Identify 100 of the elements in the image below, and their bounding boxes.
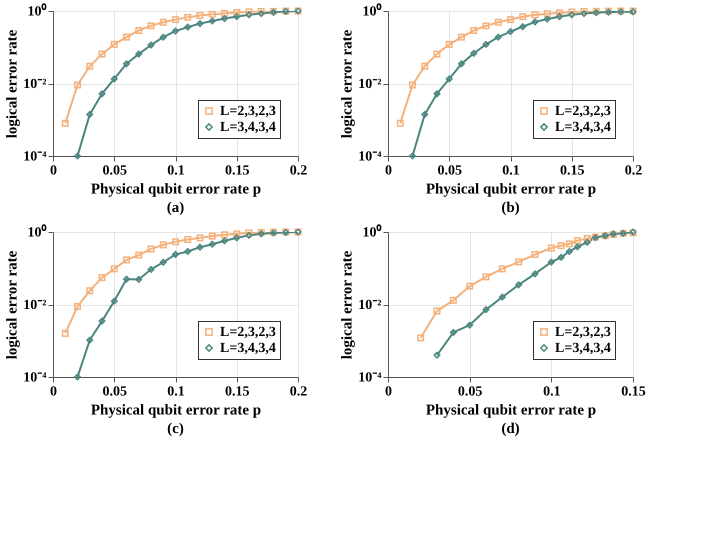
point xyxy=(458,34,465,41)
y-tick-label: 10⁻⁴ xyxy=(23,370,48,386)
point xyxy=(246,232,252,239)
point xyxy=(498,265,506,272)
point xyxy=(74,374,81,380)
point xyxy=(74,81,81,88)
legend-label: L=2,3,2,3 xyxy=(555,325,611,340)
y-axis-title: logical error rate xyxy=(4,250,20,360)
point xyxy=(556,13,563,20)
point xyxy=(446,75,453,82)
point xyxy=(580,8,588,15)
x-tick-label: 0.1 xyxy=(167,164,185,178)
point xyxy=(532,270,538,278)
point xyxy=(98,318,106,325)
point xyxy=(86,287,94,294)
point xyxy=(584,235,591,242)
point xyxy=(482,22,490,30)
legend-label: L=3,4,3,4 xyxy=(555,341,611,356)
y-tick-label: 10⁻² xyxy=(23,77,46,92)
point xyxy=(98,90,106,98)
point xyxy=(172,16,179,24)
legend-label: L=2,3,2,3 xyxy=(220,325,276,340)
point xyxy=(498,294,506,301)
point xyxy=(434,352,440,359)
point xyxy=(574,243,581,250)
point xyxy=(62,330,69,337)
x-tick-label: 0.15 xyxy=(560,164,584,178)
text: (a) xyxy=(166,200,184,216)
point xyxy=(558,254,565,261)
x-tick-label: 0.1 xyxy=(502,164,520,178)
point xyxy=(258,8,265,15)
x-tick-label: 0 xyxy=(385,164,392,178)
y-tick-label: 10⁰ xyxy=(362,224,382,240)
x-tick-label: 0.05 xyxy=(458,384,482,400)
point xyxy=(98,50,106,58)
point xyxy=(123,256,130,264)
point xyxy=(532,250,538,258)
point xyxy=(184,14,192,21)
point xyxy=(519,23,526,30)
point xyxy=(556,9,563,16)
point xyxy=(568,8,576,16)
point xyxy=(135,276,142,283)
point xyxy=(148,22,154,30)
point xyxy=(566,248,573,255)
point xyxy=(482,40,490,48)
point xyxy=(74,152,81,160)
point xyxy=(446,40,453,48)
point xyxy=(123,60,130,68)
point xyxy=(233,230,240,238)
point xyxy=(450,328,457,336)
point xyxy=(208,240,216,248)
y-tick-label: 10⁻⁴ xyxy=(358,370,382,386)
point xyxy=(221,15,228,22)
point xyxy=(532,18,538,26)
point xyxy=(409,152,416,160)
point xyxy=(421,110,428,118)
point xyxy=(184,24,192,31)
x-tick-label: 0.05 xyxy=(102,164,127,178)
y-axis-title: logical error rate xyxy=(339,250,356,360)
y-axis-title: logical error rate xyxy=(4,29,20,138)
point xyxy=(208,18,216,24)
text: (b) xyxy=(501,200,520,216)
x-tick-label: 0.15 xyxy=(225,384,250,400)
point xyxy=(507,16,514,24)
x-tick-label: 0.2 xyxy=(290,384,308,400)
x-tick-label: 0.15 xyxy=(621,384,646,400)
point xyxy=(135,50,142,58)
point xyxy=(160,258,167,266)
point xyxy=(532,11,538,18)
point xyxy=(172,28,179,35)
x-axis-title: Physical qubit error rate p xyxy=(426,402,596,418)
point xyxy=(74,303,81,310)
point xyxy=(258,10,265,18)
point xyxy=(62,120,69,127)
legend-label: L=3,4,3,4 xyxy=(555,120,611,135)
point xyxy=(458,60,465,68)
point xyxy=(246,229,252,236)
point xyxy=(548,258,555,266)
point xyxy=(86,62,94,70)
y-tick-label: 10⁻⁴ xyxy=(23,150,48,164)
point xyxy=(196,234,204,242)
point xyxy=(515,258,522,266)
point xyxy=(519,13,526,20)
point xyxy=(233,13,240,20)
point xyxy=(160,241,167,248)
point xyxy=(568,11,576,18)
y-axis-title: logical error rate xyxy=(339,29,356,138)
point xyxy=(544,10,551,18)
point xyxy=(566,240,573,248)
point xyxy=(434,308,440,315)
x-tick-label: 0.1 xyxy=(167,384,185,400)
point xyxy=(148,42,154,49)
point xyxy=(482,273,490,280)
legend-label: L=2,3,2,3 xyxy=(220,104,276,119)
x-tick-label: 0.2 xyxy=(624,164,642,178)
point xyxy=(246,8,252,16)
x-axis-title: Physical qubit error rate p xyxy=(90,402,262,418)
point xyxy=(507,28,514,36)
point xyxy=(515,281,522,288)
point xyxy=(135,252,142,259)
